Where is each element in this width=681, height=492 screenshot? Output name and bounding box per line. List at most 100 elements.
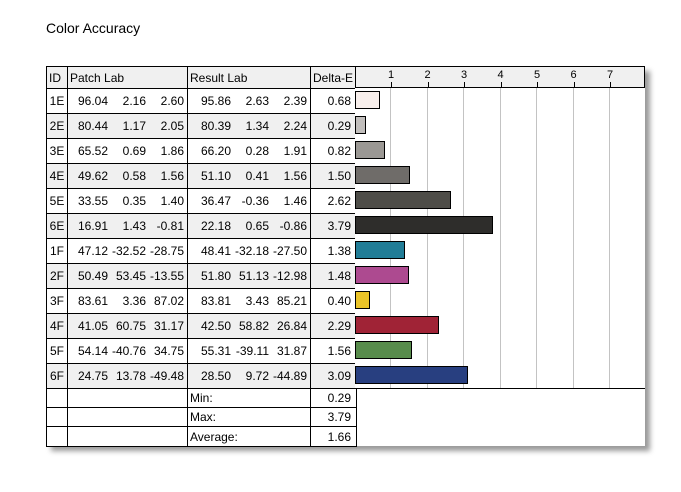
max-label: Max:: [188, 408, 311, 426]
result-lab: 48.41 -32.18 -27.50: [188, 239, 311, 263]
delta-e: 1.38: [327, 244, 351, 258]
gridline: [426, 88, 428, 388]
result-lab: 51.80 51.13 -12.98: [188, 264, 311, 288]
delta-e: 1.56: [327, 344, 351, 358]
max-value: 3.79: [327, 410, 351, 424]
table-row-2E: 2E 80.44 1.17 2.05 80.39 1.34 2.24 0.29: [47, 114, 356, 139]
result-lab: 51.10 0.41 1.56: [188, 164, 311, 188]
delta-e: 3.09: [327, 369, 351, 383]
x-axis-tick-mark: [427, 82, 429, 87]
delta-e-bar-6E: [355, 216, 493, 234]
delta-e-bar-5E: [355, 191, 451, 209]
x-axis-tick-label: 7: [606, 69, 614, 81]
average-value: 1.66: [327, 429, 351, 444]
delta-e-bar-3F: [355, 291, 370, 309]
delta-e-bar-5F: [355, 341, 412, 359]
gridline: [609, 88, 610, 388]
delta-e: 2.62: [327, 194, 351, 208]
table-row-6F: 6F 24.75 13.78 -49.48 28.50 9.72 -44.89 3.09: [47, 364, 356, 389]
table-row-1F: 1F 47.12 -32.52 -28.75 48.41 -32.18 -27.50 1…: [47, 239, 356, 264]
table-row-3F: 3F 83.61 3.36 87.02 83.81 3.43 85.21 0.40: [47, 289, 356, 314]
x-axis-tick-label: 1: [387, 69, 395, 81]
result-lab: 66.20 0.28 1.91: [188, 139, 311, 163]
patch-lab: 47.12 -32.52 -28.75: [68, 239, 188, 263]
col-header-id: ID: [47, 67, 68, 88]
gridline: [536, 88, 537, 388]
result-lab: 95.86 2.63 2.39: [188, 89, 311, 113]
delta-e: 1.48: [327, 269, 351, 283]
row-id: 3F: [47, 289, 68, 313]
patch-lab: 16.91 1.43 -0.81: [68, 214, 188, 238]
x-axis-tick-label: 4: [497, 69, 504, 81]
x-axis-tick-mark: [573, 82, 575, 87]
patch-lab: 41.05 60.75 31.17: [68, 314, 188, 338]
table-row-4F: 4F 41.05 60.75 31.17 42.50 58.82 26.84 2.29: [47, 314, 356, 339]
row-id: 1F: [47, 239, 68, 263]
summary-row-average: Average: 1.66: [47, 427, 356, 446]
summary-row-min: Min: 0.29: [47, 389, 356, 408]
delta-e-bar-2F: [355, 266, 409, 284]
table-header-row: ID Patch Lab Result Lab Delta-E: [47, 67, 356, 89]
row-id: 2E: [47, 114, 68, 138]
min-label: Min:: [188, 389, 311, 407]
patch-lab: 50.49 53.45 -13.55: [68, 264, 188, 288]
x-axis-tick-label: 6: [570, 69, 577, 81]
row-id: 3E: [47, 139, 68, 163]
delta-e: 0.29: [327, 119, 351, 133]
row-id: 5F: [47, 339, 68, 363]
chart-axis-header: 1 2 3 4 5 6 7: [355, 66, 645, 88]
gridline: [572, 88, 574, 388]
row-id: 5E: [47, 189, 68, 213]
average-label: Average:: [188, 427, 311, 446]
patch-lab: 96.04 2.16 2.60: [68, 89, 188, 113]
row-id: 1E: [47, 89, 68, 113]
summary-row-max: Max: 3.79: [47, 408, 356, 427]
table-row-5E: 5E 33.55 0.35 1.40 36.47 -0.36 1.46 2.62: [47, 189, 356, 214]
x-axis-tick-mark: [464, 82, 465, 87]
x-axis-tick-mark: [500, 82, 502, 87]
delta-e: 0.82: [327, 144, 351, 158]
row-id: 4E: [47, 164, 68, 188]
row-id: 6E: [47, 214, 68, 238]
delta-e-bar-1F: [355, 241, 405, 259]
delta-e-bar-6F: [355, 366, 468, 384]
delta-e-bar-1E: [355, 91, 380, 109]
x-axis-tick-label: 2: [424, 69, 431, 81]
delta-e: 0.68: [327, 94, 351, 108]
table-row-5F: 5F 54.14 -40.76 34.75 55.31 -39.11 31.87 1.5…: [47, 339, 356, 364]
col-header-delta-e: Delta-E: [313, 70, 354, 85]
row-id: 2F: [47, 264, 68, 288]
table-row-3E: 3E 65.52 0.69 1.86 66.20 0.28 1.91 0.82: [47, 139, 356, 164]
patch-lab: 49.62 0.58 1.56: [68, 164, 188, 188]
gridline: [499, 88, 501, 388]
result-lab: 36.47 -0.36 1.46: [188, 189, 311, 213]
gridline: [463, 88, 464, 388]
patch-lab: 33.55 0.35 1.40: [68, 189, 188, 213]
table-row-6E: 6E 16.91 1.43 -0.81 22.18 0.65 -0.86 3.79: [47, 214, 356, 239]
delta-e-bar-2E: [355, 116, 366, 134]
patch-lab: 24.75 13.78 -49.48: [68, 364, 188, 388]
color-accuracy-table: ID Patch Lab Result Lab Delta-E 1E 96.04…: [46, 66, 357, 447]
table-row-2F: 2F 50.49 53.45 -13.55 51.80 51.13 -12.98 1.4…: [47, 264, 356, 289]
col-header-patch: Patch Lab: [68, 67, 188, 88]
delta-e: 3.79: [327, 219, 351, 233]
x-axis-tick-mark: [391, 82, 392, 87]
row-id: 4F: [47, 314, 68, 338]
result-lab: 55.31 -39.11 31.87: [188, 339, 311, 363]
result-lab: 22.18 0.65 -0.86: [188, 214, 311, 238]
result-lab: 80.39 1.34 2.24: [188, 114, 311, 138]
delta-e-bar-4E: [355, 166, 410, 184]
bar-plot: [355, 88, 645, 389]
page-title: Color Accuracy: [46, 20, 141, 36]
patch-lab: 80.44 1.17 2.05: [68, 114, 188, 138]
col-header-result: Result Lab: [188, 67, 311, 88]
delta-e: 0.40: [327, 294, 351, 308]
x-axis-tick-label: 3: [460, 69, 468, 81]
x-axis-tick-label: 5: [533, 69, 541, 81]
delta-e-bar-4F: [355, 316, 439, 334]
result-lab: 83.81 3.43 85.21: [188, 289, 311, 313]
report-panel: ID Patch Lab Result Lab Delta-E 1E 96.04…: [46, 66, 645, 447]
table-row-4E: 4E 49.62 0.58 1.56 51.10 0.41 1.56 1.50: [47, 164, 356, 189]
delta-e-bar-3E: [355, 141, 385, 159]
x-axis-tick-mark: [537, 82, 538, 87]
